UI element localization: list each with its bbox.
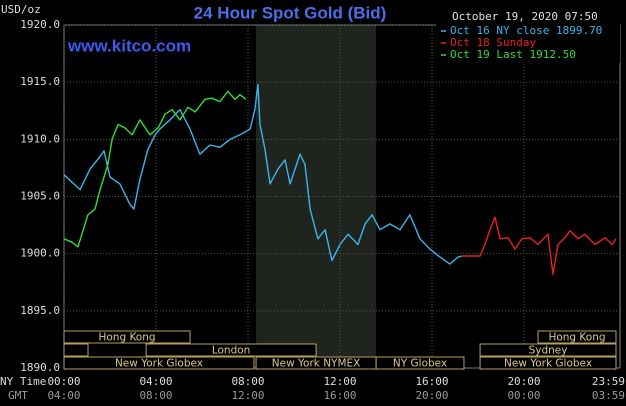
session-label: Sydney [529, 345, 568, 357]
timestamp: October 19, 2020 07:50 [452, 10, 598, 23]
x2-tick-label: 12:00 [231, 389, 264, 402]
x-axis-label: NY Time [0, 375, 46, 388]
session-box [479, 356, 617, 370]
session-label: New York Globex [504, 358, 592, 370]
x-tick-label: 20:00 [507, 375, 540, 388]
series-line [63, 90, 247, 248]
chart-title: 24 Hour Spot Gold (Bid) [194, 3, 387, 22]
session-box [145, 343, 317, 357]
y-tick-label: 1905.0 [20, 190, 60, 203]
plot-area [63, 24, 621, 369]
y-tick-label: 1920.0 [20, 18, 60, 31]
session-label: New York NYMEX [272, 358, 361, 370]
x2-tick-label: 16:00 [323, 389, 356, 402]
session-label: Hong Kong [548, 332, 605, 344]
y-tick-label: 1910.0 [20, 132, 60, 145]
series-line [461, 216, 617, 275]
x-tick-label: 00:00 [47, 375, 80, 388]
session-label: Hong Kong [98, 332, 155, 344]
legend-label: Oct 19 Last 1912.50 [450, 48, 576, 61]
x2-tick-label: 04:00 [47, 389, 80, 402]
session-label: New York Globex [115, 358, 203, 370]
y-tick-label: 1890.0 [20, 361, 60, 374]
x2-tick-label: 20:00 [415, 389, 448, 402]
source: www.kitco.com [67, 36, 191, 55]
x2-tick-label: 03:59 [592, 389, 625, 402]
x-tick-label: 08:00 [231, 375, 264, 388]
x2-axis-label: GMT [8, 389, 28, 402]
legend-label: Oct 16 NY close 1899.70 [450, 24, 602, 37]
x-tick-label: 23:59 [592, 375, 625, 388]
series-line [63, 83, 463, 265]
x2-tick-label: 00:00 [507, 389, 540, 402]
session-box [63, 356, 255, 370]
session-label: NY Globex [393, 358, 447, 370]
legend-box [436, 22, 620, 63]
y-tick-label: 1895.0 [20, 304, 60, 317]
x-tick-label: 12:00 [323, 375, 356, 388]
x-tick-label: 04:00 [139, 375, 172, 388]
y-axis-label: USD/oz [1, 3, 41, 16]
x2-tick-label: 08:00 [139, 389, 172, 402]
y-tick-label: 1900.0 [20, 247, 60, 260]
legend-label: Oct 18 Sunday [450, 36, 536, 49]
x-tick-label: 16:00 [415, 375, 448, 388]
session-box [63, 343, 89, 357]
session-box [479, 343, 617, 357]
session-box [63, 330, 191, 344]
session-label: London [212, 345, 251, 357]
y-tick-label: 1915.0 [20, 75, 60, 88]
session-box [375, 356, 465, 370]
session-box [537, 330, 617, 344]
